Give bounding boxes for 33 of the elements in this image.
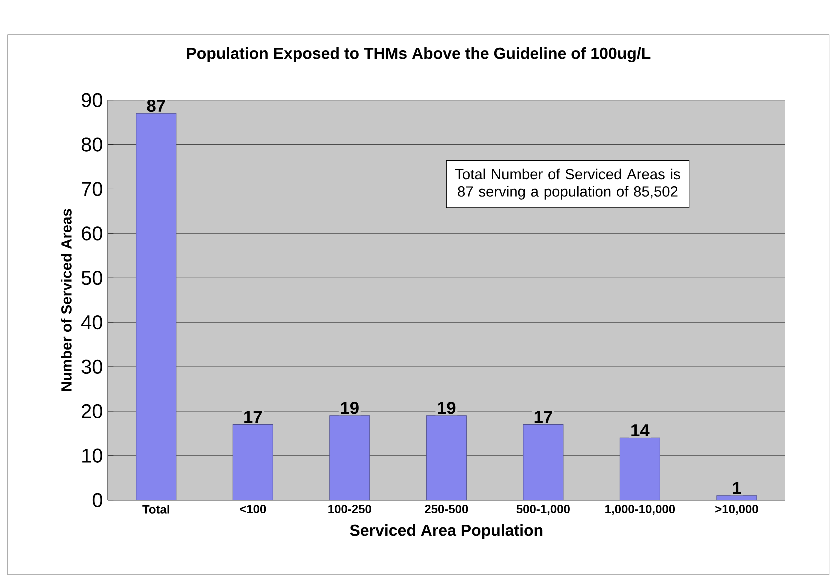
bar: [523, 424, 564, 500]
y-tick-label: 50: [82, 271, 102, 286]
data-label: 14: [632, 424, 650, 437]
bar: [716, 496, 758, 500]
data-label: 19: [438, 402, 456, 414]
x-tick-label: 500-1,000: [516, 505, 570, 516]
y-tick-label: 20: [82, 404, 102, 419]
bar: [620, 438, 660, 500]
x-tick-label: 100-250: [328, 505, 372, 514]
data-label: 17: [534, 411, 552, 424]
data-label: 17: [244, 411, 262, 424]
x-tick-label: >10,000: [716, 505, 758, 516]
y-tick-label: 30: [82, 360, 102, 374]
y-tick-label: 60: [82, 226, 102, 241]
x-axis-title: Serviced Area Population: [350, 524, 543, 540]
y-tick-label: 80: [82, 138, 102, 152]
x-tick-label: 1,000-10,000: [606, 505, 676, 516]
y-tick-label: 70: [82, 182, 102, 196]
data-label: 1: [733, 482, 742, 494]
annotation: Total Number of Serviced Areas is 87 serving a population of 85,502: [455, 168, 680, 200]
x-tick-label: 250-500: [425, 505, 468, 514]
y-tick-label: 90: [82, 93, 102, 108]
x-tick-label: <100: [240, 505, 266, 514]
bar: [232, 424, 274, 500]
bar: [136, 113, 177, 500]
chart-title: Population Exposed to THMs Above the Guideline of 100ug/L: [187, 48, 651, 62]
y-axis-title: Number of Serviced Areas: [61, 209, 72, 392]
data-label: 19: [341, 402, 359, 414]
y-tick-label: 40: [82, 315, 102, 330]
data-label: 87: [147, 100, 166, 112]
y-tick-label: 0: [92, 493, 102, 508]
y-tick-label: 10: [82, 448, 102, 463]
x-tick-label: Total: [142, 505, 170, 514]
